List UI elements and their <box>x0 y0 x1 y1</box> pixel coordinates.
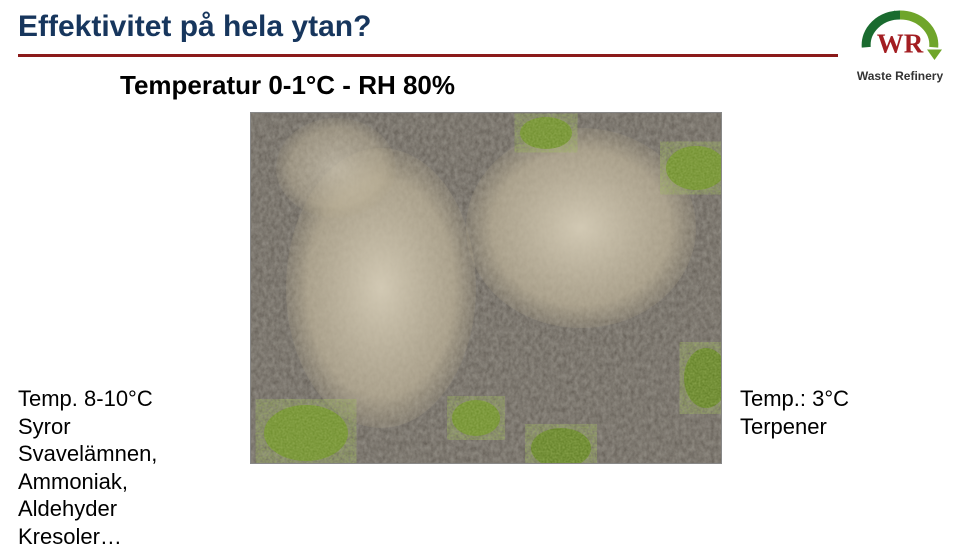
left-annotation-block: Temp. 8-10°C Syror Svavelämnen, Ammoniak… <box>18 385 157 550</box>
left-line-3: Svavelämnen, <box>18 440 157 468</box>
title-underline <box>18 54 838 57</box>
left-line-6: Kresoler… <box>18 523 157 551</box>
waste-refinery-logo: WR Waste Refinery <box>850 6 950 83</box>
left-line-5: Aldehyder <box>18 495 157 523</box>
page-title: Effektivitet på hela ytan? <box>18 10 371 44</box>
right-line-2: Terpener <box>740 413 849 441</box>
svg-text:WR: WR <box>877 29 924 59</box>
subtitle: Temperatur 0-1°C - RH 80% <box>120 70 455 101</box>
right-annotation-block: Temp.: 3°C Terpener <box>740 385 849 440</box>
logo-tagline: Waste Refinery <box>850 69 950 83</box>
ground-photo <box>250 112 722 464</box>
left-line-4: Ammoniak, <box>18 468 157 496</box>
left-line-1: Temp. 8-10°C <box>18 385 157 413</box>
recycle-icon: WR <box>855 6 945 66</box>
left-line-2: Syror <box>18 413 157 441</box>
right-line-1: Temp.: 3°C <box>740 385 849 413</box>
